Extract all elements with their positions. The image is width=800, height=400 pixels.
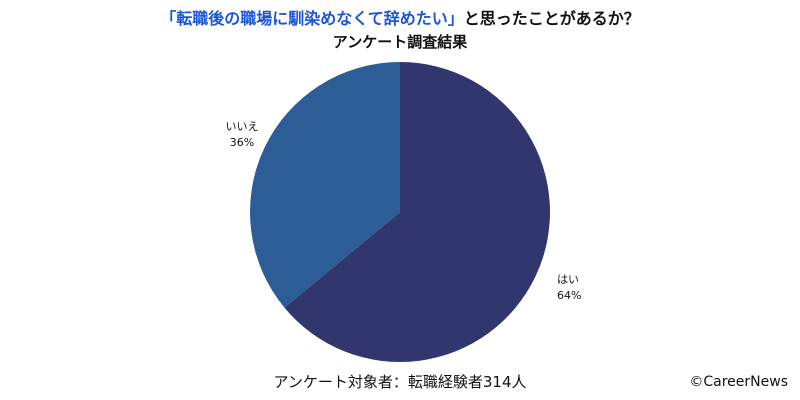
chart-title-rest: と思ったことがあるか？ [463, 9, 640, 28]
survey-footnote: アンケート対象者：転職経験者314人 [273, 373, 527, 391]
slice-label-yes: はい [557, 273, 579, 286]
slice-value-yes: 64% [557, 289, 581, 302]
chart-title: 「転職後の職場に馴染めなくて辞めたい」と思ったことがあるか？ [0, 8, 800, 30]
slice-value-no: 36% [230, 136, 254, 149]
pie-slice-no [250, 62, 400, 308]
chart-subtitle: アンケート調査結果 [332, 33, 468, 51]
pie-slice-yes [284, 62, 551, 363]
chart-title-highlight: 「転職後の職場に馴染めなくて辞めたい」 [160, 9, 464, 28]
copyright-credit: ©CareerNews [689, 374, 788, 390]
slice-label-no: いいえ [226, 120, 259, 133]
